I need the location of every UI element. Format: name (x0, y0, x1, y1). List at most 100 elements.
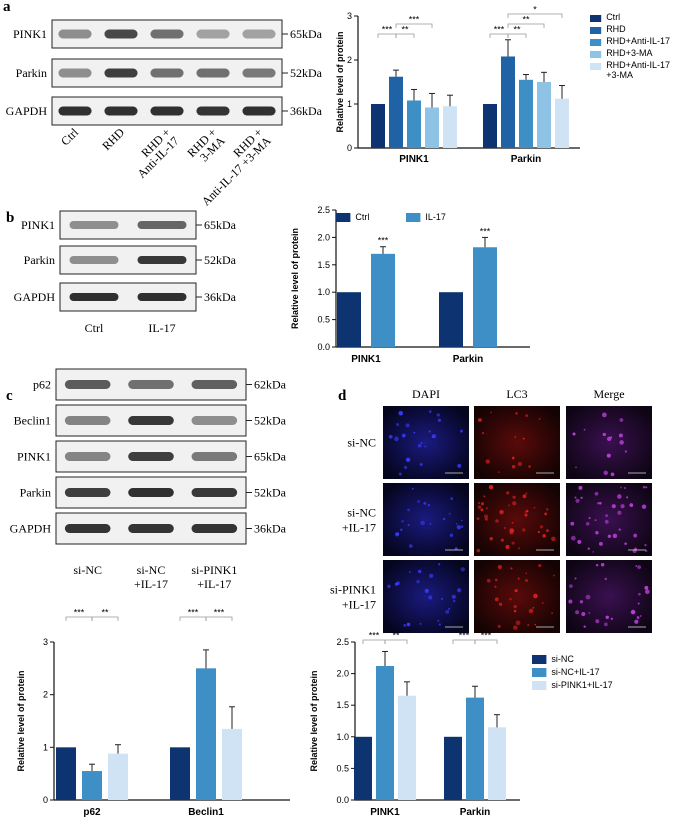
cell-signal (407, 524, 410, 527)
blot-band (137, 293, 187, 301)
y-tick-label: 1.0 (336, 732, 349, 742)
legend-swatch (532, 681, 547, 690)
bar-chart-c-p62-beclin1: 0 1 2 3 Relative level of protein p62 Beclin1 *… (16, 608, 290, 818)
blot-lane-label: Ctrl (58, 125, 82, 149)
cell-signal (517, 461, 523, 467)
cell-signal (514, 589, 518, 593)
blot-lane-label: Ctrl (85, 321, 104, 335)
blot-lane-label: RHD +Anti-IL-17 (126, 125, 182, 181)
blot-band (128, 524, 174, 533)
cell-signal (634, 619, 639, 624)
cell-signal (604, 577, 607, 581)
y-tick-label: 2.0 (317, 232, 330, 242)
blot-row-label: PINK1 (21, 218, 55, 232)
legend-swatch (532, 655, 547, 664)
cell-signal (417, 500, 421, 503)
y-tick-label: 1.5 (336, 700, 349, 710)
micrograph (566, 406, 652, 479)
fluor-column-label: DAPI (412, 387, 440, 401)
cell-signal (419, 462, 423, 467)
cell-signal (503, 527, 506, 529)
cell-signal (527, 624, 530, 626)
cell-signal (456, 525, 461, 530)
bar-si-nc-p62 (56, 747, 76, 800)
cell-signal (644, 585, 649, 590)
cell-signal (428, 430, 431, 433)
cell-signal (638, 592, 641, 596)
cell-signal (387, 584, 391, 589)
bar-il-17-pink1 (371, 253, 395, 347)
cell-signal (585, 594, 591, 600)
cell-signal (401, 433, 406, 438)
cell-signal (579, 600, 584, 604)
significance-bracket (395, 33, 415, 38)
cell-signal (575, 610, 580, 615)
blot-size-label: 36kDa (204, 290, 237, 304)
cell-signal (486, 578, 491, 583)
legend-swatch (590, 27, 602, 34)
blot-band (196, 68, 230, 78)
significance-bracket (395, 23, 433, 28)
y-tick-label: 2 (347, 55, 352, 65)
legend-label: IL-17 (425, 212, 446, 222)
x-category-label: PINK1 (351, 354, 381, 365)
cell-signal (644, 543, 647, 547)
cell-signal (612, 533, 618, 539)
cell-signal (437, 418, 442, 422)
cell-signal (438, 623, 441, 626)
blot-band (58, 29, 92, 39)
bar-ctrl-parkin (439, 292, 463, 347)
significance-label: *** (409, 15, 420, 25)
cell-signal (500, 538, 504, 542)
legend-label: si-NC (551, 654, 574, 664)
blot-band (64, 416, 111, 425)
legend-label: RHD+Anti-IL-17 (606, 60, 670, 70)
cell-signal (480, 508, 484, 512)
cell-signal (528, 608, 534, 614)
blot-size-label: 62kDa (254, 378, 287, 392)
significance-bracket (489, 33, 509, 38)
cell-signal (451, 594, 456, 599)
y-tick-label: 2.0 (336, 669, 349, 679)
cell-signal (476, 548, 481, 553)
cell-signal (417, 569, 422, 574)
cell-signal (457, 588, 462, 593)
cell-signal (416, 579, 420, 584)
cell-signal (533, 593, 538, 599)
cell-signal (580, 496, 583, 500)
fluor-column-label: LC3 (506, 387, 527, 401)
cell-signal (442, 517, 446, 521)
significance-bracket (205, 616, 233, 621)
y-tick-label: 3 (43, 637, 48, 647)
cell-signal (395, 532, 400, 536)
blot-size-label: 52kDa (204, 253, 237, 267)
bar-rhd-3-ma-pink1 (425, 107, 439, 148)
legend-swatch (590, 15, 602, 22)
significance-bracket (474, 639, 498, 644)
cell-signal (522, 494, 527, 499)
blot-band (137, 256, 187, 264)
significance-label: ** (392, 631, 400, 641)
blot-size-label: 36kDa (290, 104, 323, 118)
bar-rhd-3-ma-parkin (537, 82, 551, 148)
cell-signal (596, 502, 600, 505)
cell-signal (624, 542, 627, 546)
significance-bracket (377, 33, 397, 38)
cell-signal (505, 544, 510, 549)
bar-si-nc-il-17-beclin1 (196, 668, 216, 800)
cell-signal (592, 551, 594, 553)
blot-band (150, 106, 184, 116)
y-axis-label: Relative level of protein (16, 670, 26, 771)
y-tick-label: 2.5 (317, 205, 330, 215)
bar-si-nc-il-17-parkin (466, 697, 484, 800)
blot-size-label: 65kDa (254, 450, 287, 464)
cell-signal (460, 525, 464, 528)
cell-signal (437, 619, 440, 622)
legend-label: RHD+3-MA (606, 48, 652, 58)
cell-signal (595, 619, 600, 624)
blot-band (150, 29, 184, 39)
fluor-row-label: si-NC (347, 436, 376, 450)
micrograph (566, 560, 652, 633)
bar-si-pink1-il-17-parkin (488, 727, 506, 800)
blot-row-label: p62 (33, 378, 51, 392)
